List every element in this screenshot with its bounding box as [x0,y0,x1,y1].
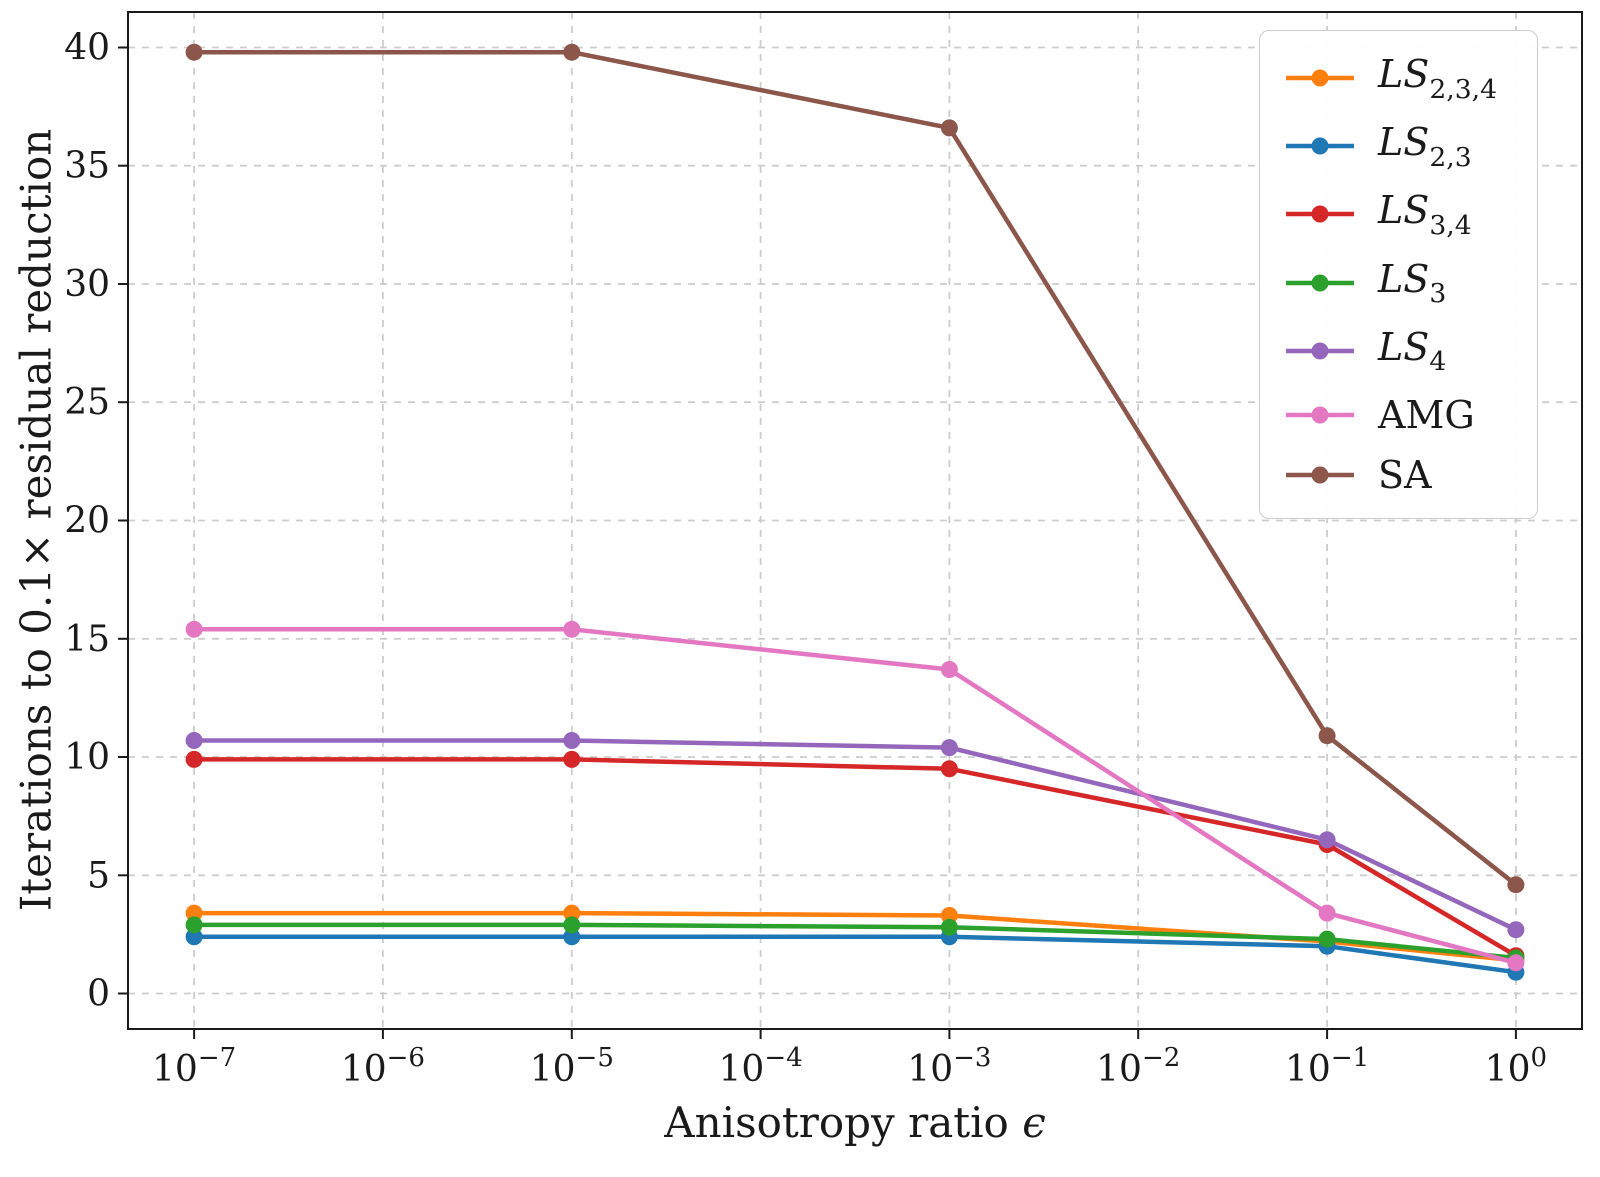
legend-label-SA: SA [1378,452,1432,497]
legend-item-LS-4: LS4 [1284,324,1497,378]
y-tick-label: 30 [64,264,110,305]
y-axis-label: Iterations to 0.1× residual reduction [11,128,61,912]
legend-item-SA: SA [1284,456,1497,494]
y-tick-label: 0 [87,974,110,1015]
series-marker-SA [1507,876,1525,894]
series-marker-AMG [563,620,581,638]
x-tick-label: 10−3 [907,1043,991,1090]
legend-marker-LS-34 [1286,205,1355,223]
x-tick-label: 10−2 [1096,1043,1180,1090]
series-marker-LS-34 [563,750,581,768]
y-tick-label: 35 [64,146,110,187]
legend-marker-LS-3 [1286,274,1355,292]
legend-item-LS-23: LS2,3 [1284,120,1497,173]
y-tick-label: 40 [64,28,110,69]
x-tick-label: 10−6 [341,1043,425,1090]
series-marker-LS-4 [1507,921,1525,939]
legend-item-AMG: AMG [1284,396,1497,434]
legend-marker-SA [1286,466,1355,484]
series-marker-LS-4 [940,739,958,757]
legend-marker-LS-4 [1286,342,1355,360]
series-marker-AMG [1507,954,1525,972]
legend-label-LS-3: LS3 [1378,256,1447,310]
x-tick-label: 100 [1485,1043,1547,1090]
y-tick-label: 20 [64,501,110,542]
series-marker-LS-4 [185,732,203,749]
series-marker-LS-34 [940,760,958,778]
legend: LS2,3,4 LS2,3 LS3,4 LS3 LS4 AMG SA [1259,30,1538,519]
legend-item-LS-34: LS3,4 [1284,188,1497,241]
series-marker-LS-234 [940,907,958,924]
series-marker-LS-4 [563,732,581,749]
series-marker-LS-4 [1318,831,1336,849]
epsilon-symbol: ϵ [1022,1098,1046,1147]
series-marker-SA [185,43,203,61]
series-marker-LS-234 [185,904,203,922]
legend-label-LS-23: LS2,3 [1378,120,1472,173]
x-tick-label: 10−7 [152,1043,236,1090]
series-marker-AMG [940,661,958,678]
series-marker-LS-23 [185,928,203,946]
y-tick-label: 5 [87,855,110,896]
series-marker-LS-34 [185,750,203,768]
legend-label-AMG: AMG [1378,392,1475,437]
series-marker-SA [940,119,958,137]
series-marker-LS-3 [1318,930,1336,948]
series-marker-LS-3 [940,918,958,936]
series-marker-LS-3 [563,916,581,934]
y-tick-label: 10 [64,737,110,778]
series-marker-AMG [1318,904,1336,922]
legend-marker-AMG [1286,406,1355,424]
legend-item-LS-234: LS2,3,4 [1284,52,1497,105]
x-axis-label: Anisotropy ratio ϵ [664,1098,1046,1147]
legend-label-LS-34: LS3,4 [1378,188,1472,241]
x-tick-label: 10−5 [530,1043,614,1090]
series-marker-LS-234 [563,904,581,922]
legend-label-LS-4: LS4 [1378,324,1447,378]
legend-marker-LS-23 [1286,137,1355,155]
series-marker-SA [1318,727,1336,745]
series-marker-SA [563,43,581,61]
x-tick-label: 10−1 [1285,1043,1369,1090]
series-marker-LS-23 [563,928,581,946]
series-marker-LS-3 [185,916,203,934]
y-tick-label: 25 [64,382,110,423]
x-tick-label: 10−4 [719,1043,803,1090]
legend-marker-LS-234 [1286,69,1355,87]
y-tick-label: 15 [64,619,110,660]
legend-label-LS-234: LS2,3,4 [1378,52,1497,105]
series-marker-AMG [185,620,203,638]
legend-item-LS-3: LS3 [1284,256,1497,310]
